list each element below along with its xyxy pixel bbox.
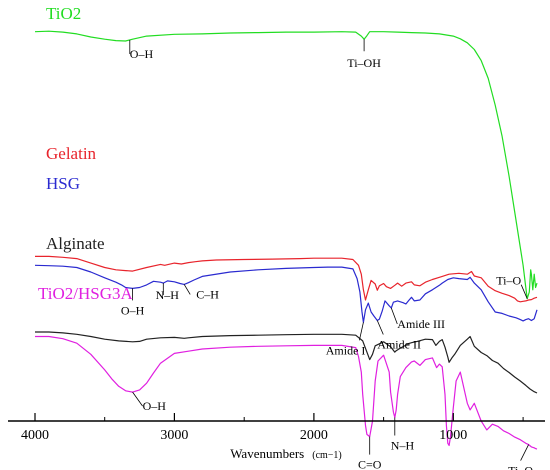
peak-label-o-h-0: O–H [130, 47, 154, 61]
peak-label-c-h-5: C–H [196, 287, 219, 301]
series-line-hsg [34, 264, 538, 323]
series-label-alginate: Alginate [46, 234, 105, 253]
annotation-layer: O–H Ti–OH Ti–O O–H N–H C–H Amide I Amide II Amid… [121, 39, 533, 470]
x-tick-label-4000: 4000 [21, 428, 49, 443]
peak-label-amide-iii-8: Amide III [397, 317, 445, 331]
peak-leader-9 [132, 391, 143, 407]
peak-label-o-h-9: O–H [143, 399, 167, 413]
peak-leader-6 [359, 322, 364, 341]
peak-label-ti-o-12: Ti–O [508, 464, 533, 470]
x-axis-title: Wavenumbers (cm−1) [230, 445, 342, 462]
x-axis-unit: (cm−1) [312, 450, 342, 461]
peak-label-c-o-10: C=O [358, 458, 382, 470]
peak-label-amide-i-6: Amide I [326, 343, 366, 357]
peak-leader-8 [390, 307, 398, 325]
series-label-layer: TiO2 Gelatin HSG Alginate TiO2/HSG3A [38, 4, 134, 303]
series-line-alginate [35, 331, 538, 394]
series-line-gelatin [35, 255, 538, 303]
peak-leader-7 [376, 320, 384, 335]
x-tick-label-1000: 1000 [439, 428, 467, 443]
series-line-tio2 [34, 30, 538, 300]
x-tick-label-2000: 2000 [300, 428, 328, 443]
peak-label-n-h-11: N–H [391, 439, 415, 453]
peak-label-o-h-3: O–H [121, 303, 145, 317]
x-axis: 4000 3000 2000 1000 Wavenumbers (cm−1) [8, 413, 545, 462]
series-label-gelatin: Gelatin [46, 144, 97, 163]
peak-label-amide-ii-7: Amide II [377, 338, 421, 352]
peak-label-n-h-4: N–H [156, 288, 180, 302]
x-ticks: 4000 3000 2000 1000 [21, 413, 524, 443]
x-axis-title-text: Wavenumbers [230, 446, 304, 461]
series-label-hsg: HSG [46, 174, 80, 193]
peak-leader-5 [183, 284, 191, 295]
peak-leader-2 [520, 284, 528, 299]
x-tick-label-3000: 3000 [160, 428, 188, 443]
series-label-tio2: TiO2 [46, 4, 81, 23]
peak-leader-12 [520, 444, 529, 461]
peak-label-ti-oh-1: Ti–OH [347, 56, 381, 70]
series-label-tio2-hsg3a: TiO2/HSG3A [38, 284, 134, 303]
peak-label-ti-o-2: Ti–O [496, 274, 521, 288]
series-layer [34, 30, 538, 450]
